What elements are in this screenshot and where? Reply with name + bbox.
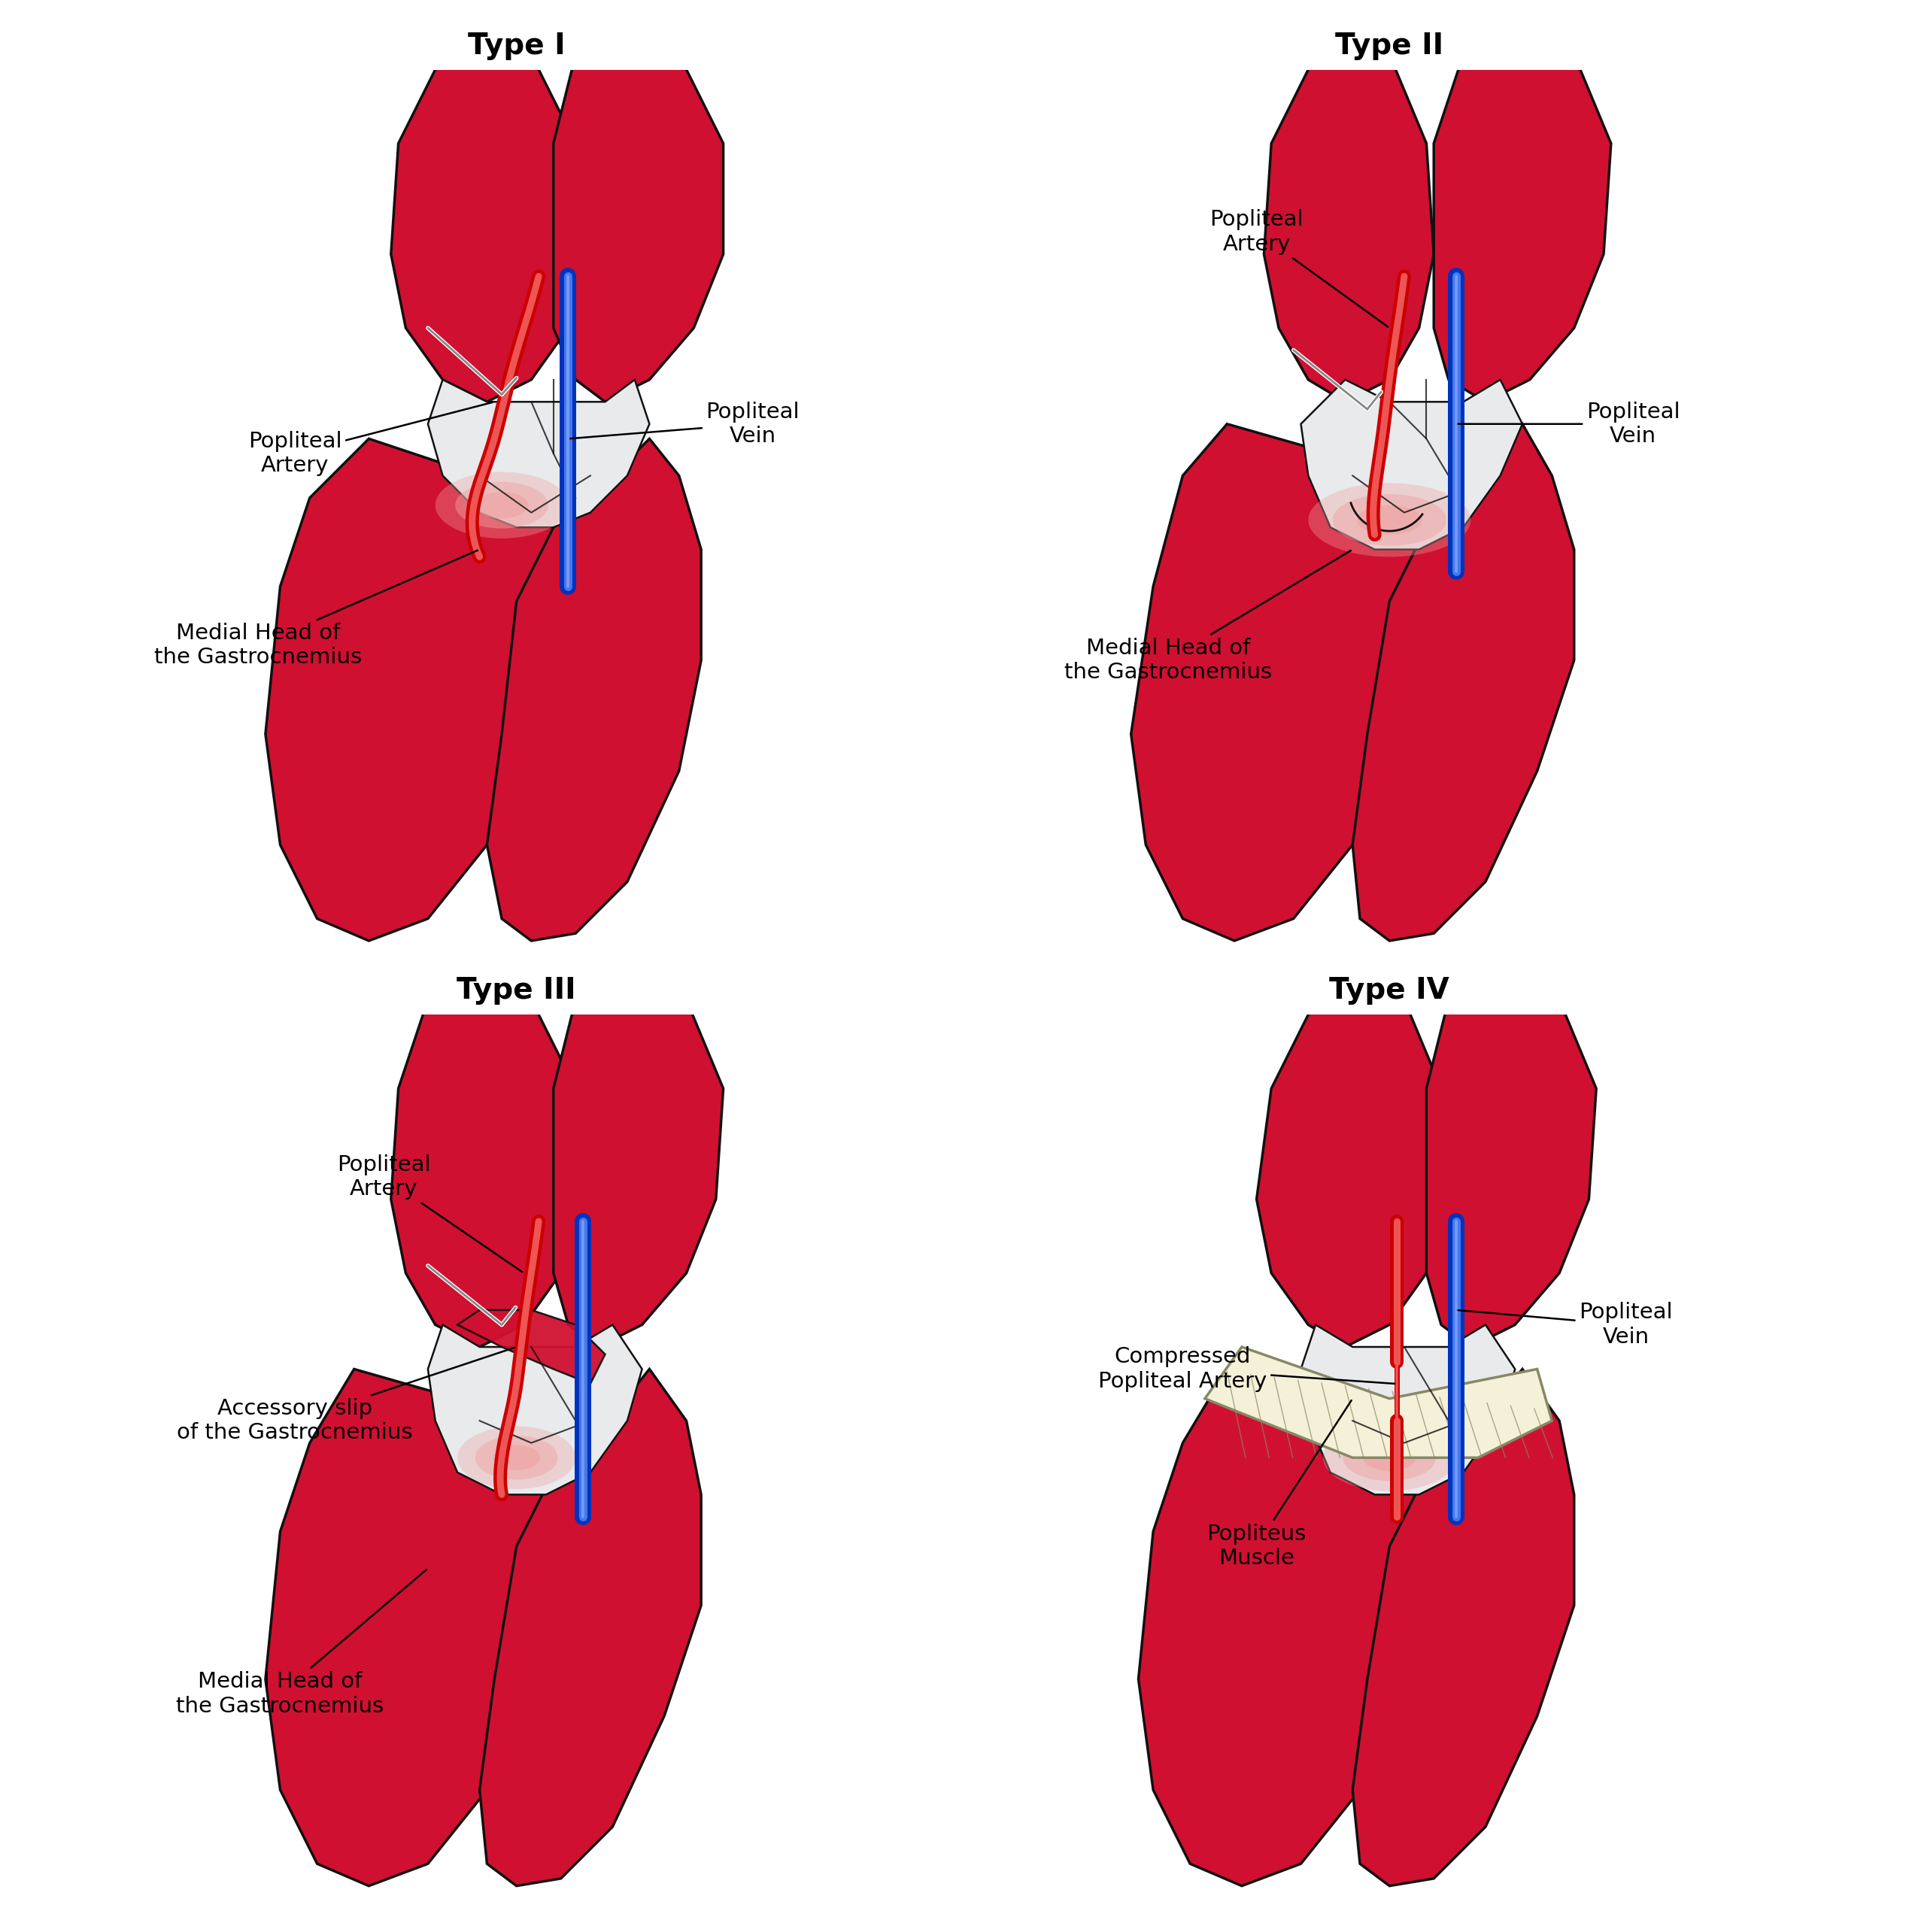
PathPatch shape — [1353, 1370, 1574, 1886]
Text: Popliteal
Artery: Popliteal Artery — [337, 1155, 522, 1271]
Ellipse shape — [475, 493, 528, 518]
PathPatch shape — [553, 54, 722, 402]
Title: Type IV: Type IV — [1328, 976, 1450, 1005]
Text: Popliteus
Muscle: Popliteus Muscle — [1206, 1401, 1351, 1569]
Ellipse shape — [1357, 504, 1422, 535]
Text: Medial Head of
the Gastrocnemius: Medial Head of the Gastrocnemius — [154, 551, 478, 668]
Title: Type III: Type III — [457, 976, 576, 1005]
PathPatch shape — [265, 439, 553, 941]
Text: Popliteal
Artery: Popliteal Artery — [1210, 209, 1388, 327]
PathPatch shape — [1205, 1347, 1551, 1457]
Text: Popliteal
Artery: Popliteal Artery — [248, 402, 492, 475]
PathPatch shape — [265, 1370, 553, 1886]
PathPatch shape — [1130, 423, 1433, 941]
Ellipse shape — [456, 481, 549, 529]
Text: Compressed
Popliteal Artery: Compressed Popliteal Artery — [1098, 1347, 1395, 1391]
PathPatch shape — [1302, 1325, 1515, 1495]
PathPatch shape — [1353, 423, 1574, 941]
Ellipse shape — [1363, 1445, 1416, 1470]
PathPatch shape — [1264, 54, 1433, 402]
PathPatch shape — [1256, 1001, 1449, 1347]
PathPatch shape — [391, 54, 583, 402]
PathPatch shape — [429, 381, 650, 527]
PathPatch shape — [1426, 1001, 1595, 1347]
PathPatch shape — [457, 1310, 604, 1383]
Ellipse shape — [457, 1426, 576, 1490]
PathPatch shape — [1138, 1370, 1426, 1886]
PathPatch shape — [1302, 381, 1523, 549]
PathPatch shape — [429, 1325, 642, 1495]
Ellipse shape — [1308, 483, 1471, 556]
PathPatch shape — [1433, 54, 1611, 402]
Text: Accessory slip
of the Gastrocnemius: Accessory slip of the Gastrocnemius — [177, 1349, 515, 1443]
Title: Type I: Type I — [467, 31, 566, 60]
PathPatch shape — [486, 439, 701, 941]
Text: Popliteal
Vein: Popliteal Vein — [570, 402, 801, 446]
Text: Popliteal
Vein: Popliteal Vein — [1458, 402, 1679, 446]
Ellipse shape — [1332, 495, 1447, 545]
PathPatch shape — [553, 1001, 722, 1347]
PathPatch shape — [391, 1001, 583, 1347]
Text: Medial Head of
the Gastrocnemius: Medial Head of the Gastrocnemius — [177, 1571, 427, 1718]
Ellipse shape — [1344, 1434, 1435, 1482]
Text: Popliteal
Vein: Popliteal Vein — [1458, 1302, 1673, 1347]
Ellipse shape — [435, 471, 568, 539]
Text: Medial Head of
the Gastrocnemius: Medial Head of the Gastrocnemius — [1064, 551, 1351, 682]
Ellipse shape — [494, 1445, 539, 1470]
Ellipse shape — [1323, 1424, 1456, 1492]
PathPatch shape — [480, 1370, 701, 1886]
Ellipse shape — [475, 1435, 558, 1480]
Title: Type II: Type II — [1336, 31, 1443, 60]
